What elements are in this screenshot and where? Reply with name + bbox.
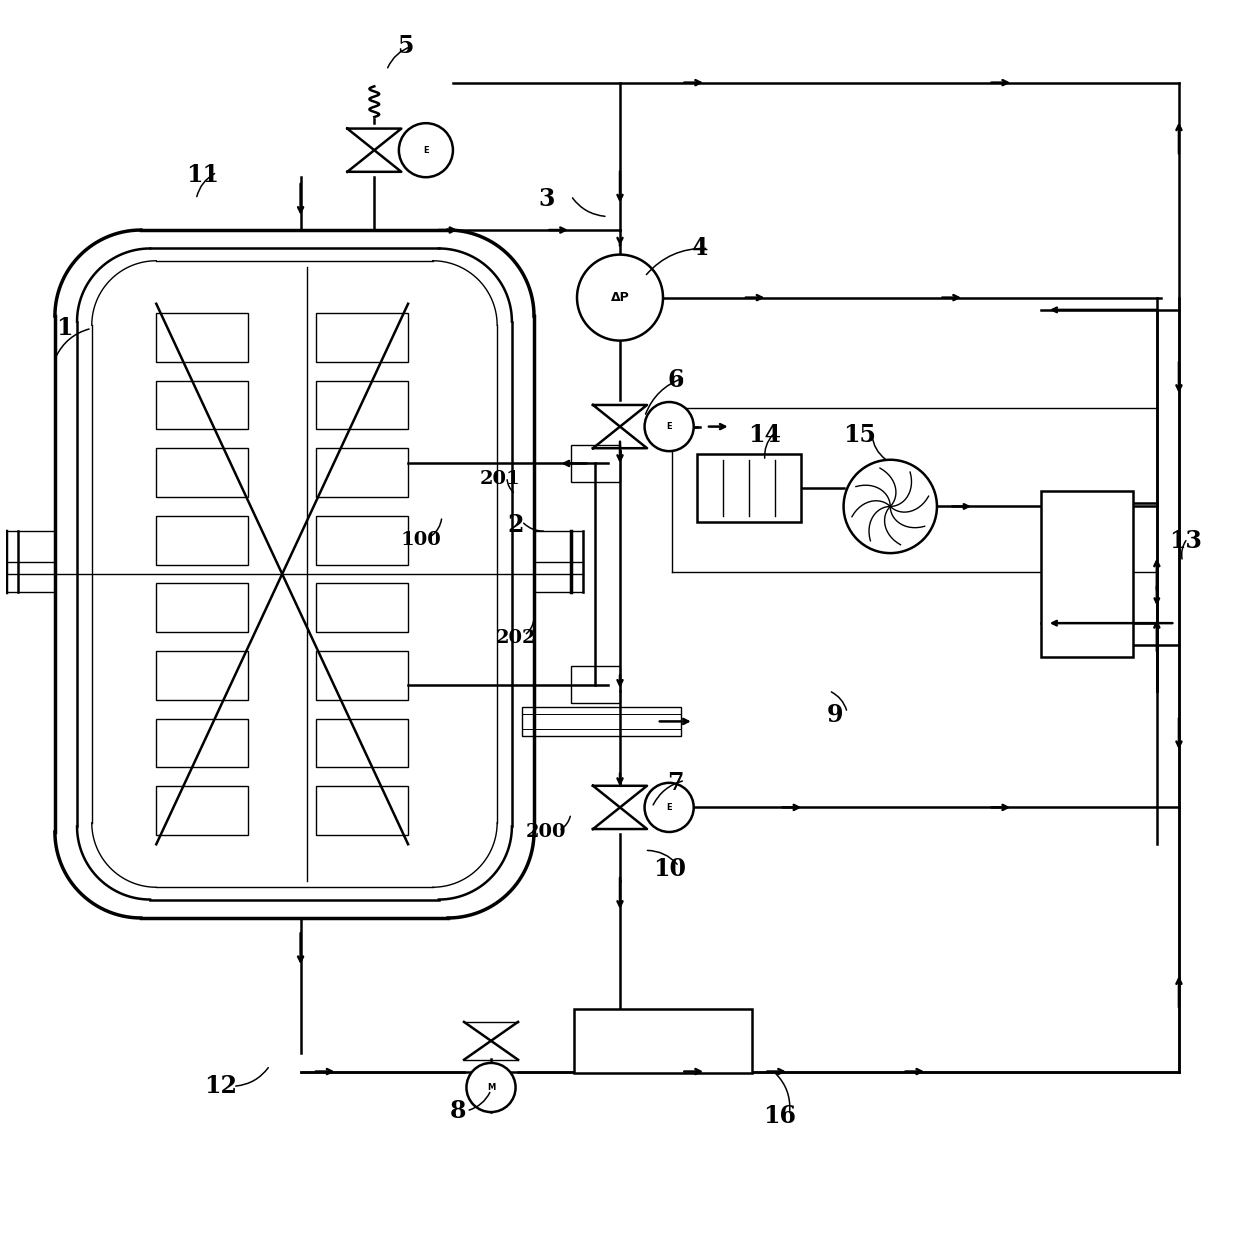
Text: 7: 7 [667,771,683,795]
Text: 10: 10 [652,856,686,881]
Circle shape [577,254,663,341]
Text: 8: 8 [450,1098,466,1123]
Text: 6: 6 [667,368,683,392]
Bar [156,652,248,700]
Text: 16: 16 [763,1103,796,1128]
Bar [570,666,620,703]
Text: M: M [487,1083,495,1092]
Bar [1040,491,1133,656]
Text: 5: 5 [397,33,413,58]
Text: 202: 202 [495,629,536,647]
Circle shape [645,782,693,832]
Text: 2: 2 [507,513,523,537]
Text: 15: 15 [843,423,875,447]
Text: 100: 100 [401,531,441,549]
Bar [574,1009,751,1072]
Bar [316,718,408,768]
Bar [697,454,801,522]
Bar [156,718,248,768]
Text: 201: 201 [479,470,520,489]
Text: 4: 4 [692,237,708,260]
Text: E: E [423,146,429,154]
Text: E: E [666,422,672,431]
Circle shape [843,460,937,553]
Bar [156,516,248,564]
Text: 11: 11 [186,163,218,186]
Circle shape [466,1062,516,1112]
Text: 1: 1 [57,316,73,341]
Bar [316,516,408,564]
Bar [316,313,408,362]
Circle shape [645,402,693,452]
Bar [316,448,408,497]
Text: ΔP: ΔP [610,291,630,304]
Bar [570,445,620,481]
Text: 3: 3 [538,188,554,211]
Bar [156,786,248,835]
Bar [522,707,682,737]
Bar [156,313,248,362]
Bar [316,652,408,700]
Bar [156,448,248,497]
Bar [156,584,248,632]
Bar [156,381,248,429]
Text: 9: 9 [827,703,843,727]
Bar [316,584,408,632]
Text: E: E [666,803,672,812]
Text: 12: 12 [205,1075,237,1098]
Text: 14: 14 [749,423,781,447]
Text: 13: 13 [1168,529,1202,553]
Bar [316,786,408,835]
Circle shape [399,123,453,178]
Text: 200: 200 [526,823,567,842]
Bar [316,381,408,429]
